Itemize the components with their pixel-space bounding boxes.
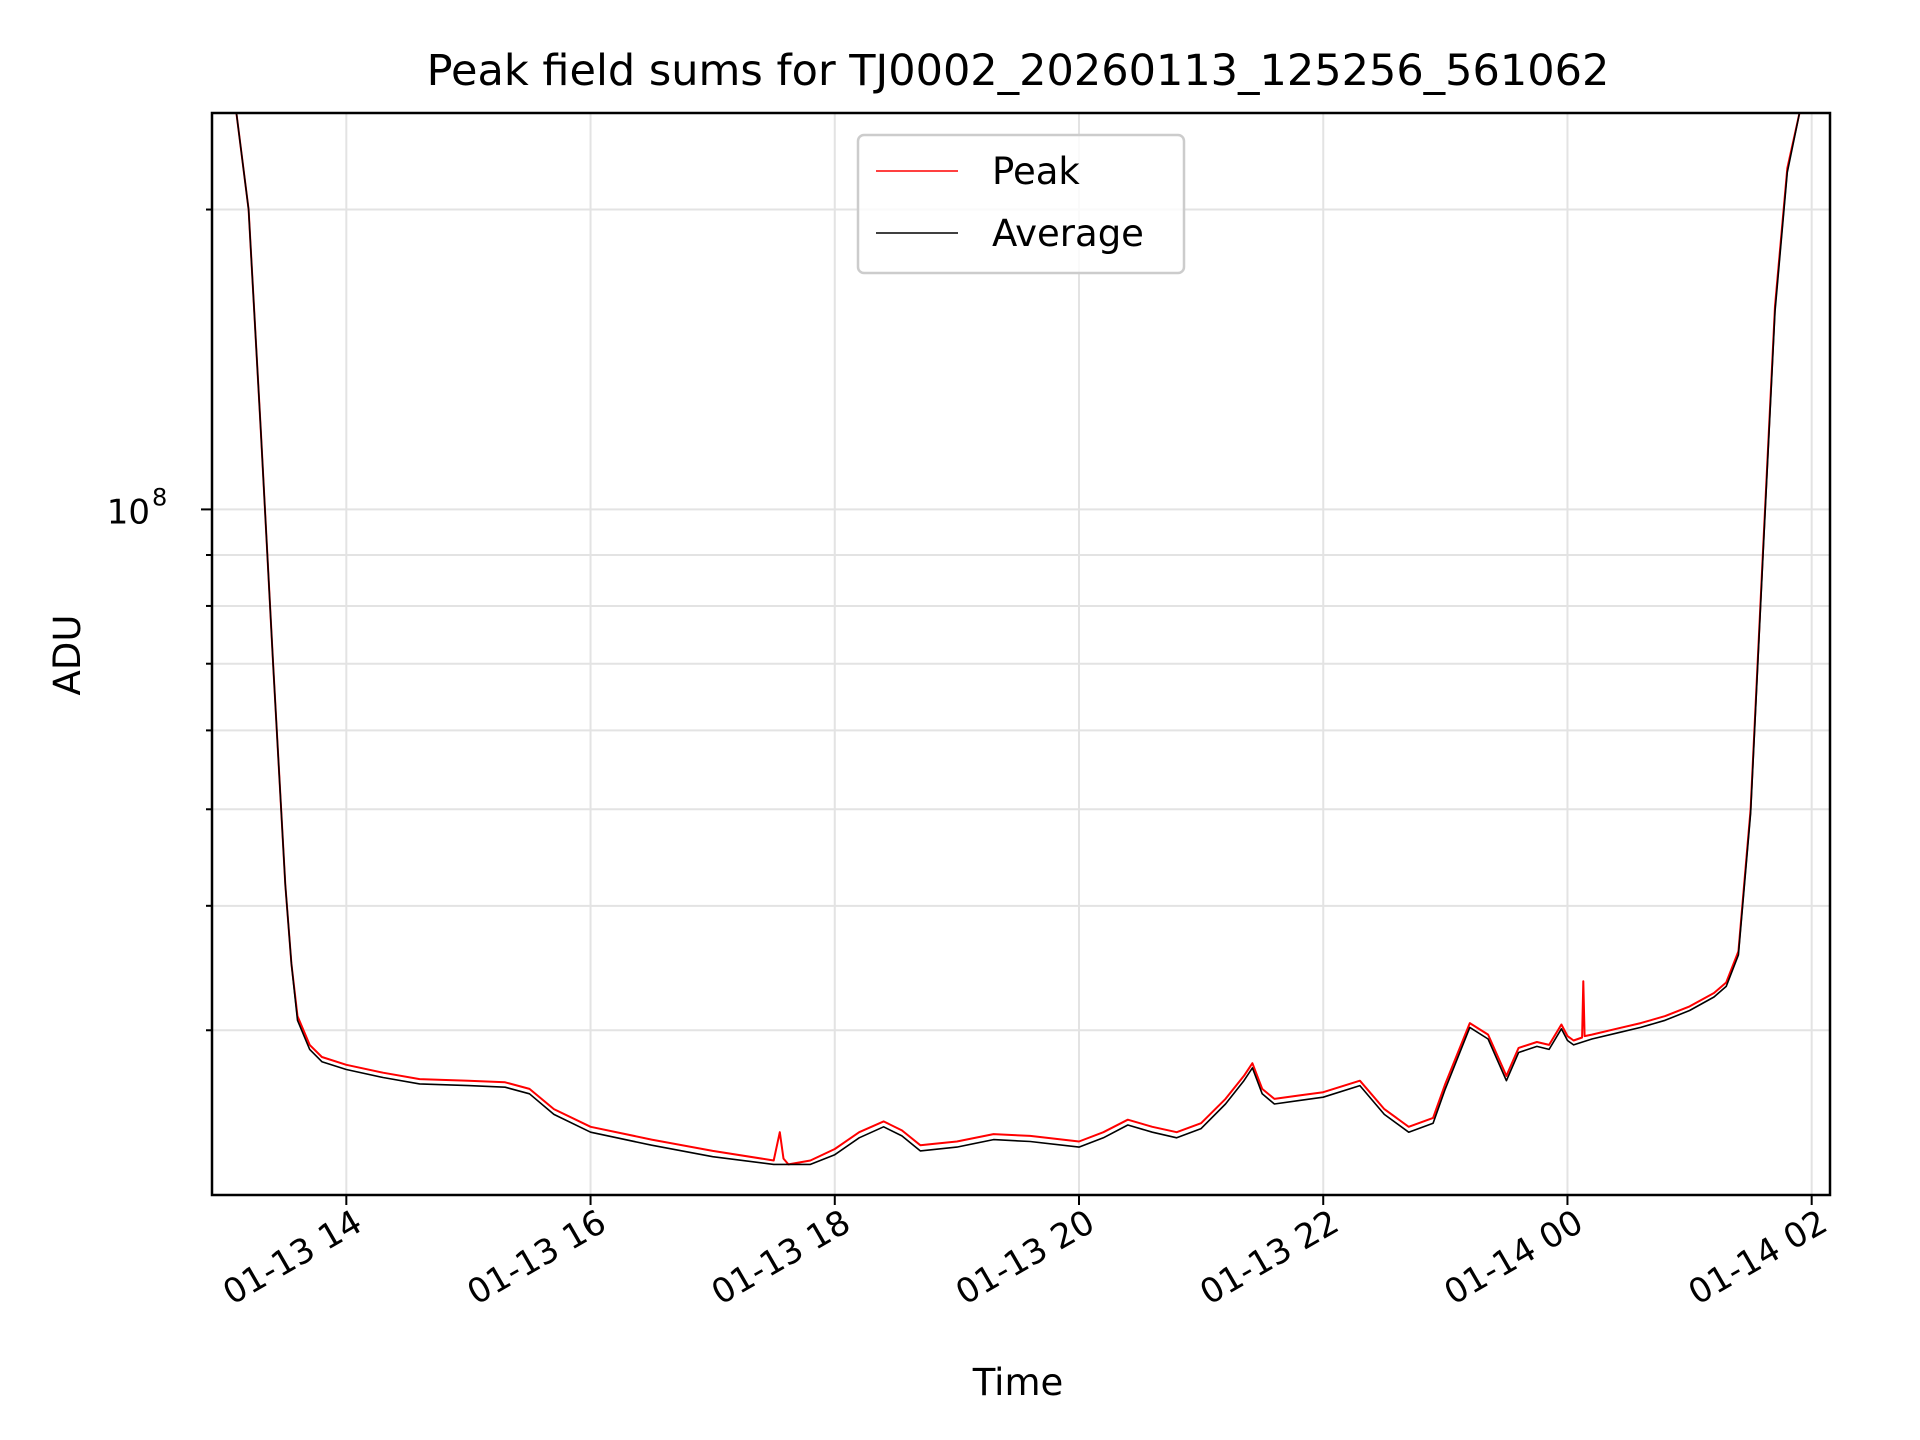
- series-line-peak: [235, 113, 1806, 1166]
- legend-box: [856, 133, 1186, 275]
- y-axis-label: ADU: [46, 615, 89, 696]
- x-axis-label: Time: [972, 1361, 1064, 1404]
- series-line-average: [235, 113, 1806, 1166]
- y-axis: 10 8: [107, 208, 212, 1032]
- chart-title: Peak field sums for TJ0002_20260113_1252…: [427, 46, 1610, 96]
- y-tick-exponent: 8: [152, 483, 167, 511]
- legend: Peak Average: [856, 133, 1186, 275]
- plot-frame: [210, 111, 1832, 1197]
- legend-average-label: Average: [992, 212, 1144, 255]
- legend-peak-label: Peak: [992, 150, 1080, 193]
- series-layer: [235, 113, 1806, 1166]
- y-tick-label: 10: [107, 492, 150, 532]
